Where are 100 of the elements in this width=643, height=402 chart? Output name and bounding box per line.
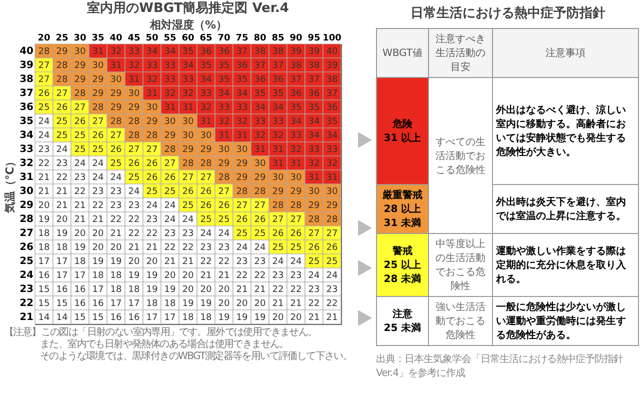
data-label: 34 [290,117,302,127]
data-label: 20 [272,313,284,323]
data-label: 15 [56,299,68,309]
data-label: 32 [164,89,176,99]
data-label: 30 [164,117,176,127]
data-label: 28 [56,75,68,85]
data-label: 19 [92,257,104,267]
data-label: 24 [200,229,212,239]
data-label: 28 [290,201,302,211]
data-label: 24 [164,201,176,211]
data-label: 30 [200,131,212,141]
y-tick-label: 39 [20,60,34,71]
data-label: 30 [254,159,266,169]
data-label: 26 [92,131,104,141]
text: そのような環境では、黒球付きのWBGT測定器等を用いて評価して下さい。 [39,351,354,363]
data-label: 32 [308,159,320,169]
data-label: 16 [38,271,50,281]
data-label: 24 [92,159,104,169]
data-label: 28 [164,145,176,155]
data-label: 27 [56,89,68,99]
data-label: 16 [128,313,140,323]
data-label: 16 [110,313,122,323]
data-label: 26 [146,159,158,169]
data-label: 19 [182,299,194,309]
data-label: 16 [92,299,104,309]
data-label: 37 [326,89,338,99]
data-label: 36 [236,61,248,71]
data-label: 22 [146,229,158,239]
x-tick-label: 50 [146,34,158,44]
y-tick-label: 34 [20,130,34,141]
data-label: 21 [74,215,86,225]
data-label: 25 [146,187,158,197]
data-label: 30 [92,61,104,71]
data-label: 29 [92,75,104,85]
data-label: 22 [236,271,248,281]
data-label: 31 [146,89,158,99]
data-label: 21 [182,257,194,267]
data-label: 24 [326,271,338,281]
data-label: 33 [254,117,266,127]
data-label: 29 [272,187,284,197]
data-label: 20 [200,285,212,295]
data-label: 28 [308,215,320,225]
data-label: 28 [182,159,194,169]
data-label: 25 [164,187,176,197]
data-label: 22 [128,229,140,239]
data-label: 32 [110,47,122,57]
data-label: 35 [236,75,248,85]
data-label: 26 [236,215,248,225]
data-label: 34 [254,103,266,113]
y-tick-label: 36 [20,102,34,113]
data-label: 22 [182,243,194,253]
text: 【注意】この図は「日射のない室内専用」です。屋外では使用できません。 [4,327,318,338]
data-label: 25 [74,131,86,141]
data-label: 27 [218,187,230,197]
x-tick-label: 95 [308,34,320,44]
data-label: 34 [308,117,320,127]
data-label: 29 [182,145,194,155]
data-label: 27 [128,145,140,155]
y-tick-label: 23 [20,284,34,295]
data-label: 31 [236,131,248,141]
data-label: 21 [74,201,86,211]
x-tick-label: 25 [56,34,68,44]
data-label: 21 [272,299,284,309]
data-label: 26 [272,229,284,239]
data-label: 33 [272,117,284,127]
data-label: 35 [308,103,320,113]
data-label: 20 [110,243,122,253]
x-tick-label: 90 [290,34,302,44]
data-label: 30 [218,145,230,155]
data-label: 32 [236,117,248,127]
data-label: 27 [200,173,212,183]
data-label: 20 [218,285,230,295]
data-label: 26 [74,117,86,127]
data-label: 24 [236,243,248,253]
category-label: 厳重警戒 28 以上 31 未満 [376,184,428,234]
data-label: 31 [110,61,122,71]
data-label: 31 [128,75,140,85]
data-label: 31 [308,173,320,183]
data-label: 15 [38,285,50,295]
y-tick-label: 30 [20,186,34,197]
data-label: 38 [326,75,338,85]
category-label: 危険 31 以上 [376,78,428,184]
data-label: 21 [290,299,302,309]
x-tick-label: 100 [322,34,342,44]
data-label: 18 [38,243,50,253]
data-label: 36 [218,47,230,57]
data-label: 20 [146,257,158,267]
data-label: 22 [164,243,176,253]
text: 一般に危険性は少ないが激しい運動や重労働時には発生する危険性がある。 [496,302,626,341]
data-label: 22 [200,257,212,267]
data-label: 29 [110,89,122,99]
data-label: 31 [164,103,176,113]
data-label: 29 [74,61,86,71]
data-label: 22 [272,285,284,295]
data-label: 28 [74,89,86,99]
data-label: 27 [236,201,248,211]
data-label: 14 [38,313,50,323]
data-label: 37 [272,61,284,71]
data-label: 19 [254,313,266,323]
data-label: 17 [56,257,68,267]
